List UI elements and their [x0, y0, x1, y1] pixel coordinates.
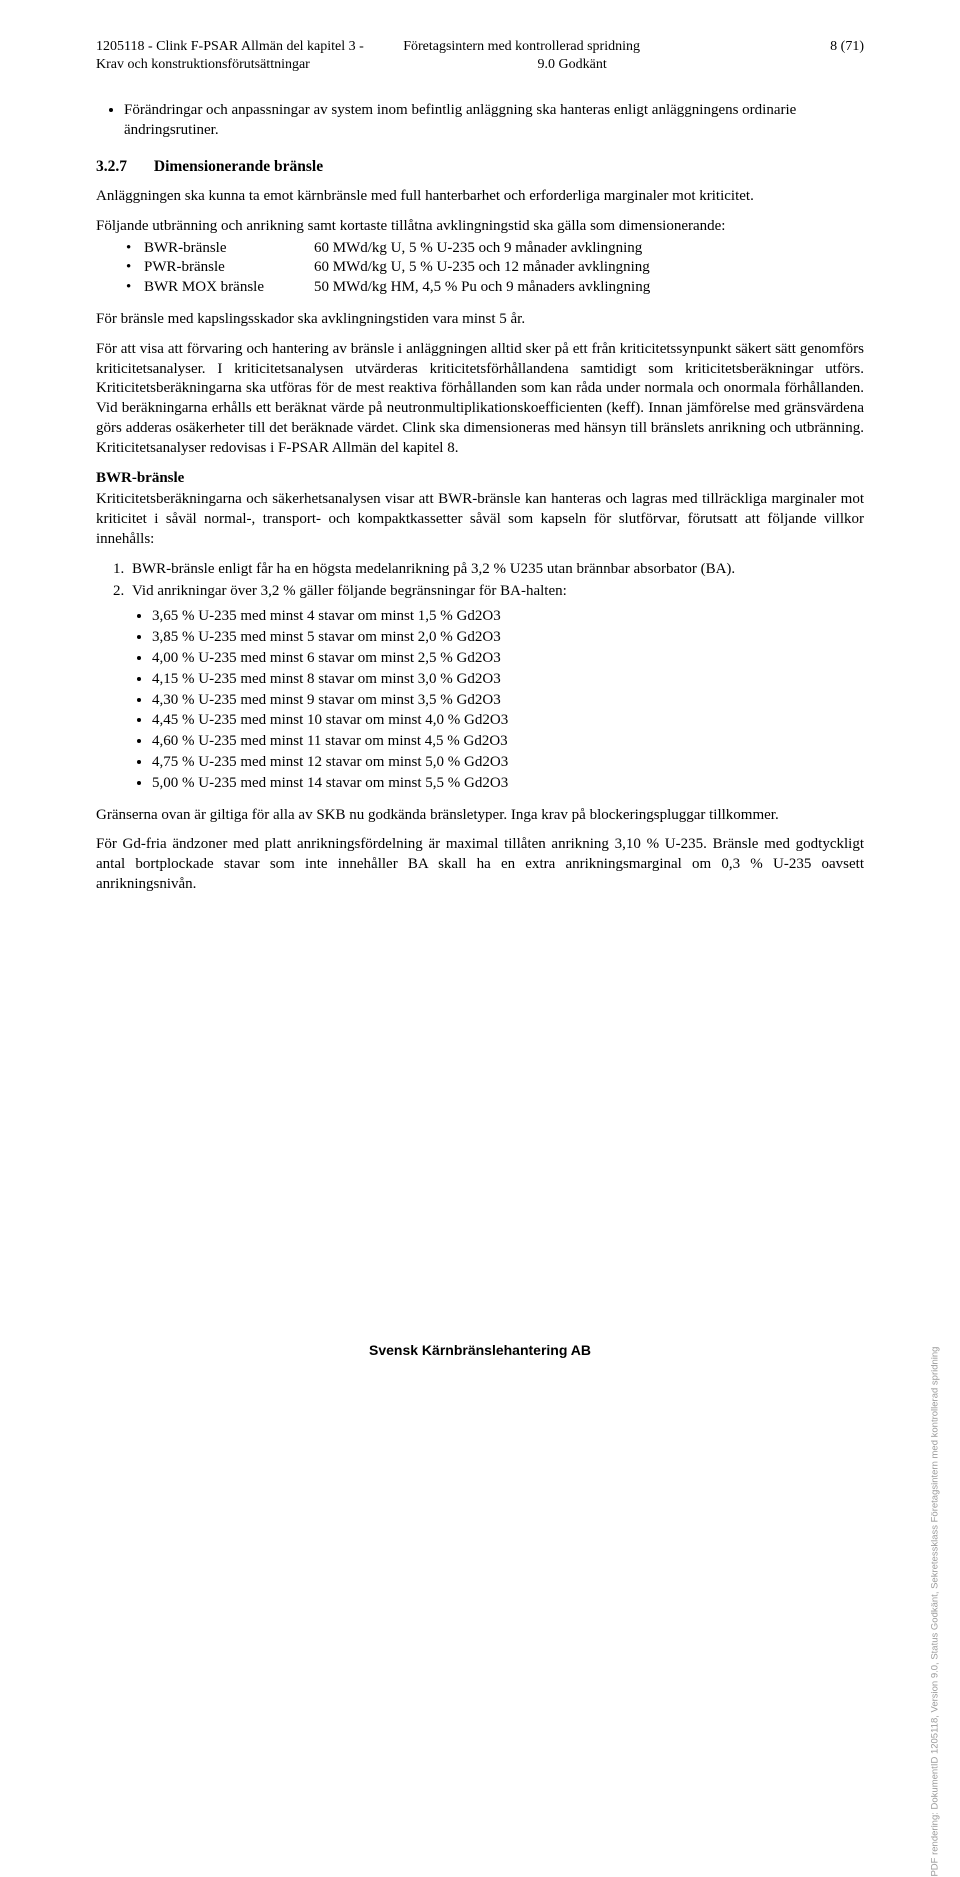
bwr-subheading: BWR-bränsle: [96, 469, 864, 489]
header-page-number: 8 (71): [756, 38, 864, 56]
ba-limit-item: 4,15 % U-235 med minst 8 stavar om minst…: [152, 670, 864, 690]
ba-limit-item: 4,00 % U-235 med minst 6 stavar om minst…: [152, 649, 864, 669]
fuel-spec-list: • BWR-bränsle 60 MWd/kg U, 5 % U-235 och…: [96, 239, 864, 298]
fuel-spec: 60 MWd/kg U, 5 % U-235 och 9 månader avk…: [314, 239, 864, 259]
numbered-conditions: BWR-bränsle enligt får ha en högsta mede…: [96, 560, 864, 602]
condition-1: BWR-bränsle enligt får ha en högsta mede…: [128, 560, 864, 580]
header-center-line2: 9.0 Godkänt: [403, 56, 741, 74]
section-number: 3.2.7: [96, 157, 150, 177]
side-metadata: PDF rendering: DokumentID 1205118, Versi…: [929, 1347, 942, 1877]
ba-limit-item: 4,30 % U-235 med minst 9 stavar om minst…: [152, 691, 864, 711]
paragraph-5: Kriticitetsberäkningarna och säkerhetsan…: [96, 490, 864, 549]
fuel-name: BWR-bränsle: [144, 239, 314, 259]
ba-limit-item: 4,60 % U-235 med minst 11 stavar om mins…: [152, 732, 864, 752]
condition-2: Vid anrikningar över 3,2 % gäller följan…: [128, 582, 864, 602]
fuel-name: PWR-bränsle: [144, 258, 314, 278]
paragraph-3: För bränsle med kapslingsskador ska avkl…: [96, 310, 864, 330]
page-footer: Svensk Kärnbränslehantering AB: [0, 1341, 960, 1359]
header-left-line1: 1205118 - Clink F-PSAR Allmän del kapite…: [96, 38, 388, 56]
fuel-spec-row: • BWR-bränsle 60 MWd/kg U, 5 % U-235 och…: [126, 239, 864, 259]
fuel-spec: 50 MWd/kg HM, 4,5 % Pu och 9 månaders av…: [314, 278, 864, 298]
ba-limit-item: 4,45 % U-235 med minst 10 stavar om mins…: [152, 711, 864, 731]
ba-limits-list: 3,65 % U-235 med minst 4 stavar om minst…: [96, 607, 864, 793]
header-left-line2: Krav och konstruktionsförutsättningar: [96, 56, 388, 74]
paragraph-2: Följande utbränning och anrikning samt k…: [96, 217, 864, 237]
ba-limit-item: 3,65 % U-235 med minst 4 stavar om minst…: [152, 607, 864, 627]
header-center-line1: Företagsintern med kontrollerad spridnin…: [403, 38, 741, 56]
section-title-text: Dimensionerande bränsle: [154, 158, 323, 175]
intro-bullet: Förändringar och anpassningar av system …: [124, 101, 864, 141]
fuel-name: BWR MOX bränsle: [144, 278, 314, 298]
paragraph-4: För att visa att förvaring och hantering…: [96, 340, 864, 459]
fuel-spec: 60 MWd/kg U, 5 % U-235 och 12 månader av…: [314, 258, 864, 278]
paragraph-1: Anläggningen ska kunna ta emot kärnbräns…: [96, 187, 864, 207]
section-heading: 3.2.7 Dimensionerande bränsle: [96, 157, 864, 177]
page-header: 1205118 - Clink F-PSAR Allmän del kapite…: [96, 38, 864, 75]
intro-bullet-list: Förändringar och anpassningar av system …: [96, 101, 864, 141]
ba-limit-item: 3,85 % U-235 med minst 5 stavar om minst…: [152, 628, 864, 648]
paragraph-6: Gränserna ovan är giltiga för alla av SK…: [96, 806, 864, 826]
fuel-spec-row: • PWR-bränsle 60 MWd/kg U, 5 % U-235 och…: [126, 258, 864, 278]
fuel-spec-row: • BWR MOX bränsle 50 MWd/kg HM, 4,5 % Pu…: [126, 278, 864, 298]
ba-limit-item: 5,00 % U-235 med minst 14 stavar om mins…: [152, 774, 864, 794]
ba-limit-item: 4,75 % U-235 med minst 12 stavar om mins…: [152, 753, 864, 773]
paragraph-7: För Gd-fria ändzoner med platt anrikning…: [96, 835, 864, 894]
